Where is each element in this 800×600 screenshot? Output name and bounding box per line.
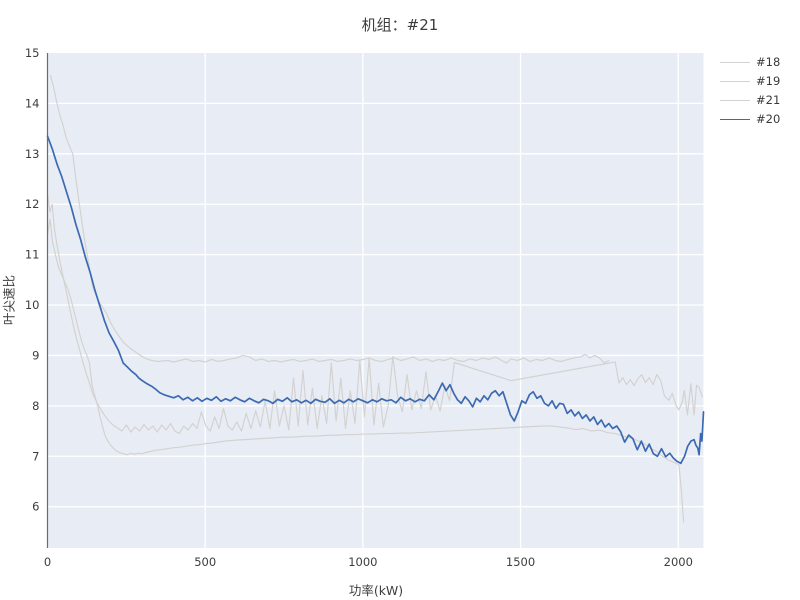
x-axis-label: 功率(kW) [348, 583, 404, 598]
legend-label: #19 [756, 74, 781, 88]
y-tick-label: 6 [32, 500, 39, 514]
series-line-21 [46, 218, 685, 523]
y-tick-label: 8 [32, 399, 39, 413]
y-tick-label: 14 [25, 96, 40, 110]
x-tick-label: 1000 [348, 555, 377, 569]
legend-label: #18 [756, 55, 781, 69]
y-tick-label: 7 [32, 449, 39, 463]
chart-title: 机组：#21 [361, 16, 439, 34]
legend-label: #21 [756, 93, 781, 107]
legend-line-swatch [720, 62, 750, 63]
y-tick-label: 12 [25, 197, 40, 211]
x-tick-label: 2000 [664, 555, 693, 569]
x-tick-label: 1500 [506, 555, 535, 569]
series-line-20 [46, 135, 705, 465]
legend-item-21: #21 [720, 94, 780, 107]
x-tick-label: 500 [194, 555, 216, 569]
y-axis-label: 叶尖速比 [1, 274, 17, 326]
legend: #18 #19 #21 #20 [720, 56, 780, 126]
series-line-18 [50, 75, 610, 364]
legend-line-swatch [720, 119, 750, 120]
legend-line-swatch [720, 100, 750, 101]
y-tick-label: 9 [32, 348, 39, 362]
y-tick-label: 15 [25, 46, 40, 60]
legend-item-19: #19 [720, 75, 780, 88]
legend-item-18: #18 [720, 56, 780, 69]
y-tick-label: 11 [25, 248, 40, 262]
legend-item-20: #20 [720, 113, 780, 126]
y-tick-label: 13 [25, 147, 40, 161]
plot-background [47, 53, 704, 548]
series-line-19 [46, 193, 703, 435]
y-tick-label: 10 [25, 298, 40, 312]
x-tick-label: 0 [44, 555, 51, 569]
legend-line-swatch [720, 81, 750, 82]
legend-label: #20 [756, 112, 781, 126]
